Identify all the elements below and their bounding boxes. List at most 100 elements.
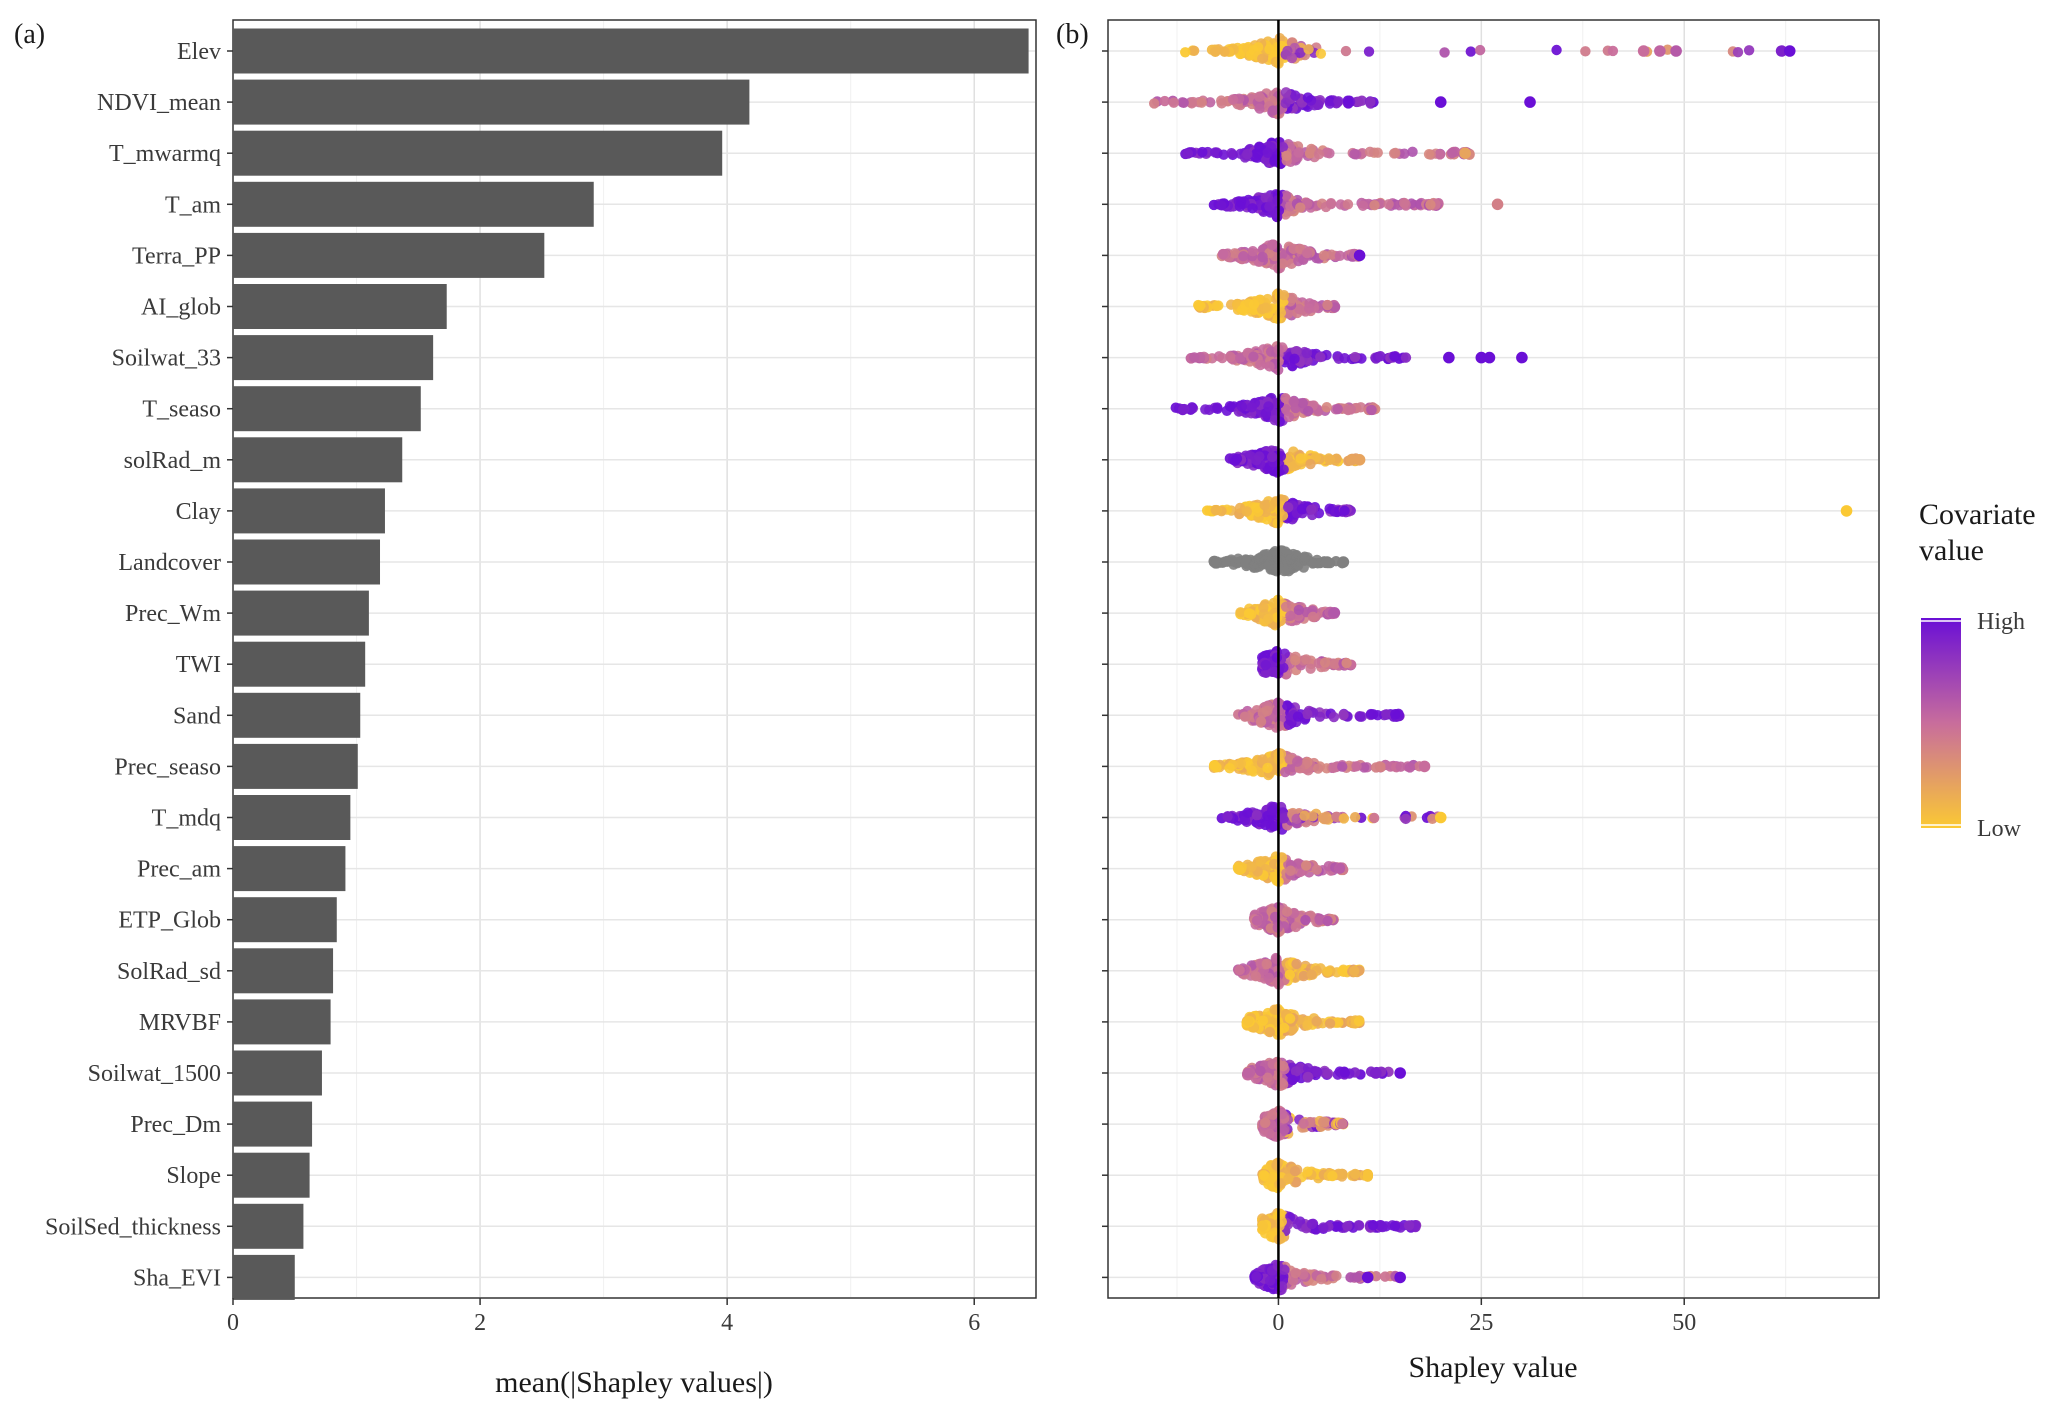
- data-point: [1210, 558, 1221, 569]
- outlier-point: [1840, 505, 1853, 517]
- data-point: [1234, 201, 1246, 212]
- data-point: [1314, 915, 1325, 926]
- panel-a-category-labels: Elev NDVI_mean T_mwarmq T_am Terra_PP AI_glob…: [45, 39, 233, 1291]
- data-point: [1423, 148, 1435, 160]
- data-point: [1329, 658, 1341, 670]
- data-point: [1306, 1218, 1318, 1230]
- outlier-point: [1491, 198, 1504, 211]
- data-point: [1294, 303, 1305, 315]
- data-point: [1250, 970, 1261, 982]
- data-point: [1257, 707, 1269, 719]
- data-point: [1287, 292, 1298, 304]
- swarm-prec-am: [1232, 851, 1349, 887]
- data-point: [1328, 762, 1339, 774]
- data-point: [1321, 402, 1332, 413]
- outlier-point: [1345, 454, 1358, 466]
- category-label: SolRad_sd: [117, 959, 221, 985]
- outlier-point: [1654, 45, 1666, 57]
- data-point: [1339, 505, 1350, 517]
- category-label: Sha_EVI: [133, 1265, 221, 1291]
- data-point: [1281, 906, 1293, 917]
- data-point: [1271, 1004, 1282, 1016]
- data-point: [1271, 652, 1283, 663]
- data-point: [1302, 1166, 1313, 1177]
- x-tick-label: 50: [1672, 1310, 1696, 1336]
- data-point: [1239, 711, 1251, 722]
- data-point: [1255, 716, 1267, 727]
- data-point: [1277, 258, 1288, 269]
- swarm-mrvbf: [1241, 1003, 1365, 1041]
- data-point: [1267, 805, 1278, 816]
- data-point: [1339, 352, 1350, 364]
- data-point: [1282, 45, 1293, 57]
- data-point: [1291, 958, 1302, 970]
- data-point: [1333, 96, 1344, 107]
- data-point: [1248, 299, 1260, 310]
- data-point: [1278, 289, 1290, 301]
- data-point: [1280, 87, 1292, 98]
- data-point: [1266, 239, 1278, 251]
- data-point: [1159, 95, 1170, 107]
- data-point: [1204, 97, 1216, 108]
- data-point: [1439, 47, 1450, 58]
- data-point: [1295, 47, 1306, 58]
- data-point: [1236, 401, 1248, 412]
- data-point: [1242, 807, 1253, 818]
- data-point: [1313, 148, 1325, 160]
- data-point: [1253, 554, 1265, 566]
- bar-t-am: [233, 181, 594, 227]
- data-point: [1342, 404, 1354, 416]
- bar-etp-glob: [233, 897, 337, 943]
- bar-t-mwarmq: [233, 130, 723, 176]
- data-point: [1607, 45, 1619, 57]
- data-point: [1258, 602, 1269, 613]
- panel-b-plot-area: [1107, 19, 1880, 1299]
- data-point: [1367, 1220, 1379, 1231]
- data-point: [1311, 1015, 1322, 1027]
- data-point: [1238, 250, 1249, 262]
- legend-title-line2: value: [1919, 534, 1984, 567]
- data-point: [1233, 864, 1245, 875]
- data-point: [1288, 396, 1299, 407]
- data-point: [1268, 597, 1280, 609]
- category-label: TWI: [176, 652, 221, 678]
- data-point: [1231, 453, 1243, 464]
- data-point: [1281, 150, 1292, 162]
- data-point: [1255, 1065, 1266, 1077]
- data-point: [1212, 402, 1223, 413]
- data-point: [1257, 1220, 1269, 1232]
- data-point: [1224, 400, 1236, 412]
- data-point: [1264, 1275, 1276, 1286]
- bar-sha-evi: [233, 1254, 295, 1300]
- outlier-point: [1321, 556, 1333, 568]
- category-label: AI_glob: [141, 295, 221, 321]
- data-point: [1338, 709, 1349, 721]
- data-point: [1292, 560, 1304, 571]
- swarm-prec-wm: [1235, 594, 1341, 631]
- data-point: [1269, 156, 1280, 167]
- beeswarm-panel: (b) 0 25 50 Shapley value: [1056, 19, 1880, 1384]
- category-label: Landcover: [118, 550, 221, 576]
- data-point: [1315, 351, 1326, 363]
- data-point: [1322, 915, 1333, 927]
- data-point: [1341, 657, 1352, 669]
- data-point: [1325, 198, 1337, 209]
- data-point: [1298, 1269, 1309, 1280]
- bar-elev: [233, 28, 1029, 74]
- data-point: [1269, 666, 1280, 678]
- data-point: [1253, 506, 1264, 517]
- data-point: [1349, 965, 1360, 977]
- data-point: [1332, 403, 1343, 415]
- data-point: [1216, 200, 1227, 211]
- outlier-point: [1775, 45, 1788, 57]
- data-point: [1277, 510, 1289, 521]
- data-point: [1352, 1272, 1363, 1283]
- data-point: [1298, 1118, 1309, 1129]
- data-point: [1474, 44, 1486, 56]
- data-point: [1407, 146, 1418, 158]
- bar-twi: [233, 641, 366, 687]
- data-point: [1427, 813, 1438, 825]
- data-point: [1210, 147, 1221, 158]
- data-point: [1320, 813, 1332, 825]
- data-point: [1290, 921, 1302, 933]
